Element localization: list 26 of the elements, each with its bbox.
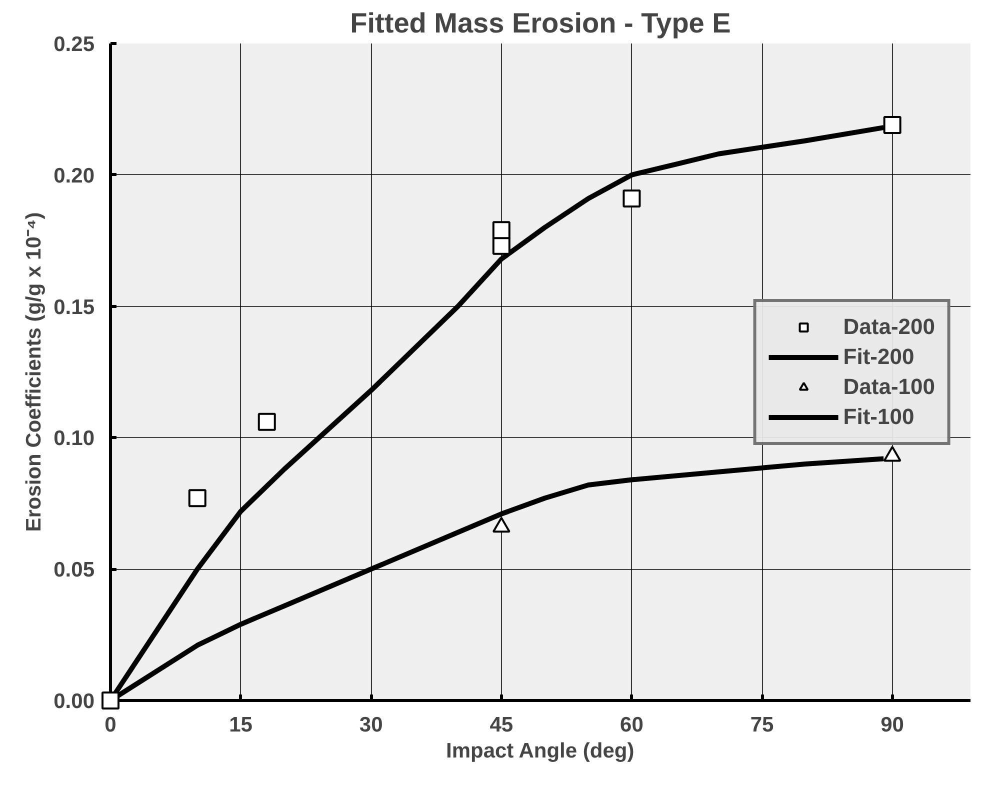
- legend-label: Fit-100: [843, 404, 914, 430]
- x-tick-label: 0: [104, 714, 116, 736]
- point: [188, 489, 206, 508]
- x-tick-label: 90: [880, 714, 904, 736]
- point: [258, 412, 276, 431]
- y-tick-label: 0.25: [54, 33, 95, 56]
- legend-label: Data-100: [843, 374, 935, 400]
- point: [622, 190, 641, 208]
- x-tick-label: 15: [229, 714, 253, 736]
- point: [883, 116, 902, 134]
- y-tick-label: 0.20: [54, 164, 95, 188]
- x-tick-label: 60: [620, 714, 644, 736]
- chart-title: Fitted Mass Erosion - Type E: [350, 8, 731, 38]
- point: [492, 236, 510, 255]
- y-axis-title: Erosion Coefficients (g/g x 10⁻⁴): [22, 212, 46, 532]
- y-tick-label: 0.05: [54, 558, 95, 582]
- legend-label: Data-200: [843, 314, 935, 340]
- x-tick-label: 45: [490, 714, 514, 736]
- legend-label: Fit-200: [843, 344, 914, 370]
- x-tick-label: 30: [359, 714, 383, 736]
- y-tick-label: 0.15: [54, 296, 95, 319]
- x-tick-label: 75: [750, 714, 774, 736]
- y-tick-label: 0.10: [54, 427, 95, 450]
- y-tick-label: 0.00: [54, 690, 95, 713]
- point: [492, 221, 510, 240]
- x-axis-title: Impact Angle (deg): [446, 740, 634, 762]
